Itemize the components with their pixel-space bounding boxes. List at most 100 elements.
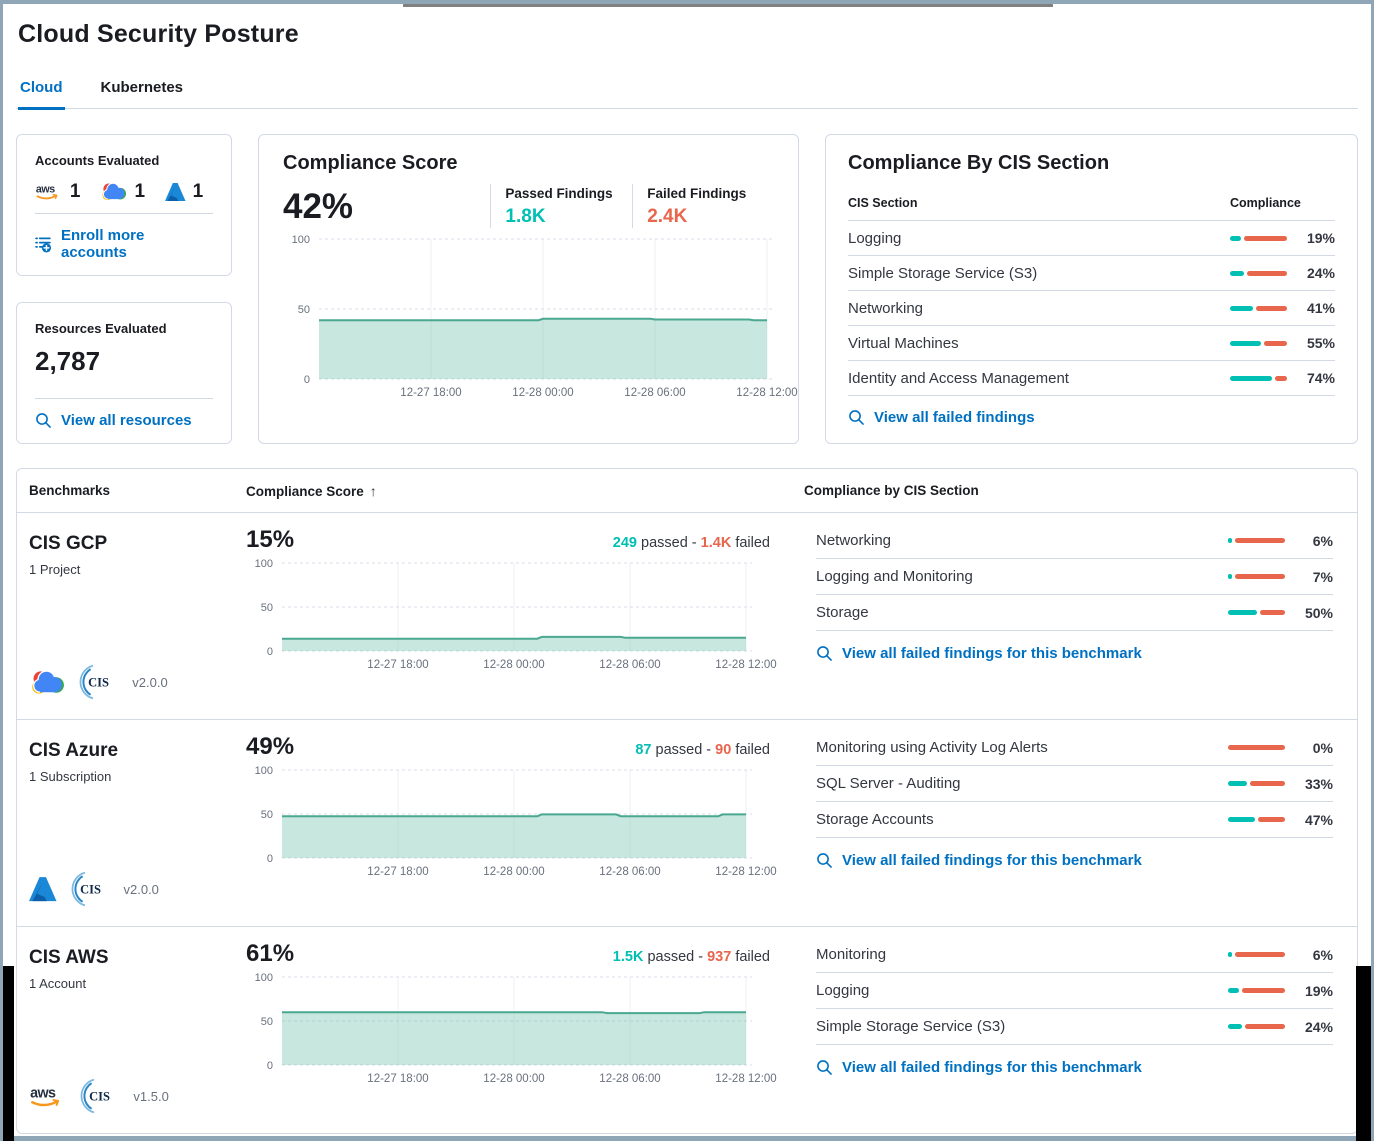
- cis-section-percentage: 33%: [1304, 775, 1333, 792]
- failed-bar-segment: [1235, 574, 1285, 579]
- benchmark-score-value: 15%: [246, 526, 295, 553]
- benchmark-rows: CIS GCP 1 Project CIS v2.0.0 15% 249 passed…: [17, 512, 1357, 1133]
- benchmark-passed-failed: 87 passed - 90 failed: [635, 742, 770, 758]
- cis-section-name: Storage: [816, 604, 869, 621]
- search-icon: [35, 412, 52, 429]
- accounts-evaluated-title: Accounts Evaluated: [35, 153, 160, 168]
- view-failed-findings-benchmark-link[interactable]: View all failed findings for this benchm…: [816, 645, 1333, 662]
- cis-section-row: Storage Accounts 47%: [816, 802, 1333, 838]
- screen-artifact-bottom-right: [1356, 966, 1371, 1141]
- benchmark-score-cell: 49% 87 passed - 90 failed 0 50 100 12-27 18:0…: [246, 720, 804, 926]
- failed-bar-segment: [1235, 538, 1285, 543]
- tab-kubernetes[interactable]: Kubernetes: [100, 79, 184, 96]
- compliance-bar: [1228, 1024, 1285, 1029]
- svg-text:12-28 12:00: 12-28 12:00: [715, 866, 776, 878]
- compliance-bar: [1228, 988, 1285, 993]
- cis-section-percentage: 7%: [1312, 568, 1333, 585]
- svg-text:12-27 18:00: 12-27 18:00: [367, 659, 428, 671]
- compliance-score-value: 42%: [283, 187, 354, 226]
- passed-findings-label: Passed Findings: [505, 186, 613, 201]
- resources-evaluated-card: Resources Evaluated 2,787 View all resou…: [16, 302, 232, 444]
- compliance-by-cis-section-card: Compliance By CIS Section CIS Section Co…: [825, 134, 1358, 444]
- cis-section-name: Logging: [816, 982, 870, 999]
- cis-section-name: Networking: [848, 299, 924, 317]
- benchmark-name: CIS GCP: [29, 533, 108, 554]
- cloud-security-posture-page: Cloud Security Posture Cloud Kubernetes …: [3, 4, 1371, 1134]
- failed-bar-segment: [1258, 817, 1285, 822]
- resources-evaluated-value: 2,787: [35, 346, 101, 376]
- enroll-more-accounts-label: Enroll more accounts: [61, 227, 145, 261]
- passed-bar-segment: [1228, 610, 1257, 615]
- cis-section-row: Virtual Machines 55%: [848, 326, 1335, 361]
- benchmark-passed-count[interactable]: 87: [635, 742, 652, 758]
- compliance-bar: [1230, 340, 1287, 346]
- compliance-bar: [1228, 538, 1285, 543]
- benchmark-subtitle: 1 Account: [29, 976, 87, 991]
- svg-text:CIS: CIS: [80, 883, 101, 897]
- svg-text:100: 100: [292, 234, 310, 246]
- cis-section-row: Logging 19%: [848, 221, 1335, 256]
- cis-section-percentage: 24%: [1304, 1018, 1333, 1035]
- compliance-by-cis-section-column-header: Compliance by CIS Section: [804, 483, 979, 498]
- cis-section-row: Monitoring 6%: [816, 937, 1333, 973]
- benchmark-failed-count[interactable]: 1.4K: [700, 535, 732, 551]
- summary-section: Accounts Evaluated aws 1 1 1: [16, 134, 1358, 444]
- passed-bar-segment: [1228, 574, 1232, 579]
- compliance-score-title: Compliance Score: [283, 152, 458, 174]
- screen-artifact-top: [403, 4, 1053, 7]
- view-failed-findings-benchmark-link[interactable]: View all failed findings for this benchm…: [816, 852, 1333, 869]
- benchmark-passed-count[interactable]: 249: [612, 535, 637, 551]
- benchmark-version: v2.0.0: [132, 674, 168, 690]
- benchmark-score-line: 49% 87 passed - 90 failed: [246, 733, 770, 761]
- passed-bar-segment: [1230, 235, 1241, 241]
- cis-section-percentage: 74%: [1306, 370, 1335, 386]
- view-all-resources-link[interactable]: View all resources: [35, 412, 213, 429]
- tab-cloud[interactable]: Cloud: [18, 73, 65, 110]
- benchmark-name: CIS Azure: [29, 740, 119, 761]
- svg-text:aws: aws: [30, 1085, 56, 1101]
- benchmark-logos: aws CIS v1.5.0: [29, 1077, 236, 1115]
- compliance-score-column-header[interactable]: Compliance Score ↑: [246, 483, 804, 499]
- benchmark-logos: CIS v2.0.0: [29, 663, 236, 701]
- cis-icon: CIS: [70, 870, 108, 908]
- view-failed-findings-benchmark-link[interactable]: View all failed findings for this benchm…: [816, 1059, 1333, 1076]
- benchmarks-table: Benchmarks Compliance Score ↑ Compliance…: [16, 468, 1358, 1134]
- resources-evaluated-title: Resources Evaluated: [35, 321, 167, 336]
- passed-bar-segment: [1228, 538, 1232, 543]
- benchmark-failed-count[interactable]: 937: [707, 949, 732, 965]
- passed-findings-value[interactable]: 1.8K: [505, 206, 546, 227]
- compliance-bar: [1228, 610, 1285, 615]
- benchmark-failed-count[interactable]: 90: [715, 742, 732, 758]
- svg-text:CIS: CIS: [89, 1090, 110, 1104]
- view-all-failed-findings-label: View all failed findings: [874, 409, 1035, 426]
- cis-section-percentage: 6%: [1312, 532, 1333, 549]
- passed-bar-segment: [1228, 988, 1239, 993]
- view-all-failed-findings-link[interactable]: View all failed findings: [848, 409, 1335, 426]
- divider: [35, 398, 213, 399]
- compliance-score-trend-chart: 0 50 100 12-27 18:00 12-28 00:00 12-28 06:00 1…: [283, 234, 798, 403]
- failed-bar-segment: [1250, 781, 1285, 786]
- cis-section-row: Simple Storage Service (S3) 24%: [816, 1009, 1333, 1045]
- tab-bar: Cloud Kubernetes: [16, 73, 1358, 110]
- cis-section-name: Monitoring: [816, 946, 887, 963]
- failed-findings-value[interactable]: 2.4K: [647, 206, 688, 227]
- benchmark-logos: CIS v2.0.0: [29, 870, 236, 908]
- svg-text:0: 0: [267, 646, 273, 658]
- benchmark-passed-count[interactable]: 1.5K: [612, 949, 644, 965]
- failed-bar-segment: [1245, 1024, 1285, 1029]
- svg-text:aws: aws: [36, 184, 55, 196]
- svg-text:CIS: CIS: [88, 676, 109, 690]
- cis-icon: CIS: [79, 1077, 117, 1115]
- benchmark-score-line: 61% 1.5K passed - 937 failed: [246, 940, 770, 968]
- svg-text:12-28 12:00: 12-28 12:00: [715, 1073, 776, 1085]
- provider-account-count: 1: [69, 181, 81, 202]
- cis-section-name: Monitoring using Activity Log Alerts: [816, 739, 1048, 756]
- compliance-column-header: Compliance: [1230, 196, 1301, 210]
- enroll-more-accounts-link[interactable]: Enroll more accounts: [35, 227, 213, 261]
- cis-section-percentage: 6%: [1312, 946, 1333, 963]
- compliance-bar: [1228, 781, 1285, 786]
- gcp-icon: [100, 181, 127, 202]
- cis-section-percentage: 19%: [1304, 982, 1333, 999]
- provider-counts: aws 1 1 1: [35, 181, 213, 203]
